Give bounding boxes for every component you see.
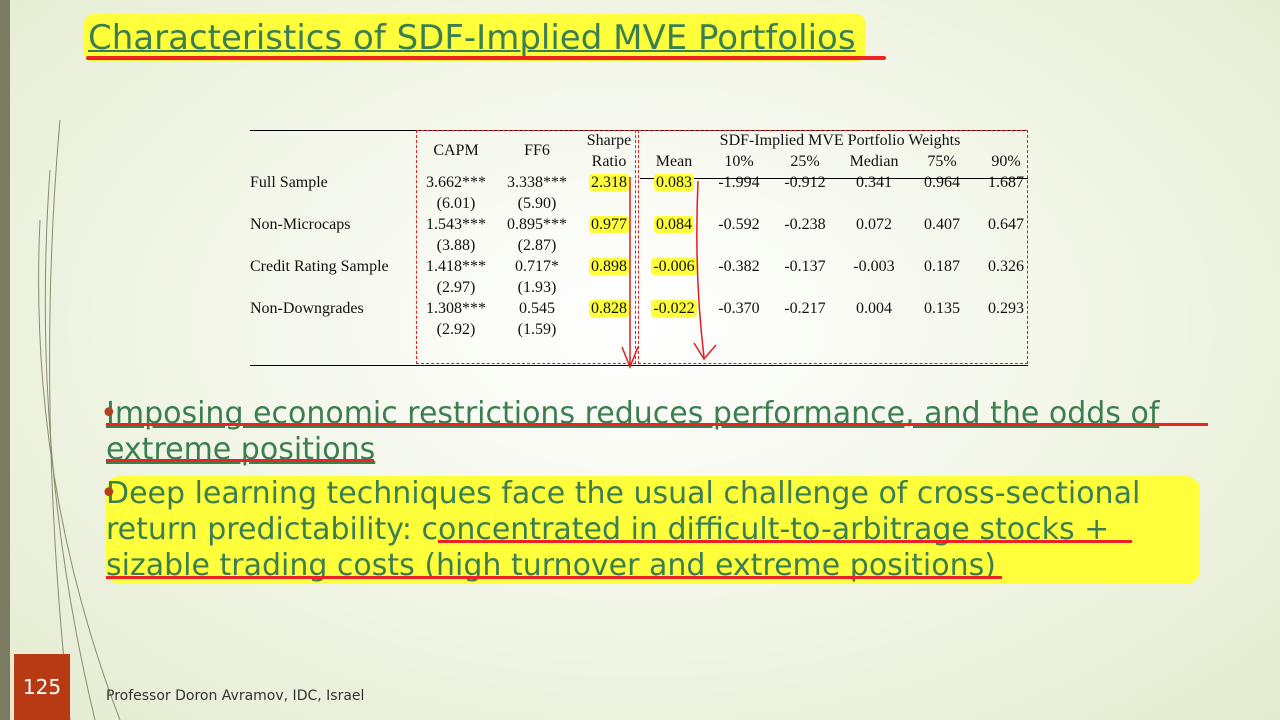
cell-capm-tstat: (2.97) <box>436 278 476 296</box>
cell-sharpe: 0.977 <box>589 215 629 233</box>
header-p90: 90% <box>991 152 1021 170</box>
dashed-box-pricing <box>416 130 636 364</box>
title-red-underline <box>86 56 886 60</box>
cell-capm: 1.543*** <box>426 215 486 233</box>
table-group-rule <box>640 178 1028 179</box>
cell-ff6-tstat: (2.87) <box>517 236 557 254</box>
cell-median: -0.003 <box>853 257 895 275</box>
table-header-row-1: CAPM FF6 Sharpe SDF-Implied MVE Portfoli… <box>250 130 1038 160</box>
bullet-1-red-underline-1 <box>106 423 1208 426</box>
table-row: Non-Downgrades 1.308*** 0.545 0.828 -0.0… <box>250 298 1038 319</box>
table-row-tstat: (2.92) (1.59) <box>250 319 1038 340</box>
row-label: Non-Downgrades <box>250 299 364 317</box>
table-row-tstat: (6.01) (5.90) <box>250 193 1038 214</box>
cell-capm: 1.308*** <box>426 299 486 317</box>
cell-sharpe: 0.898 <box>589 257 629 275</box>
cell-p10: -1.994 <box>718 173 760 191</box>
cell-p75: 0.187 <box>924 257 960 275</box>
cell-ff6-tstat: (1.59) <box>517 320 557 338</box>
cell-p25: -0.217 <box>784 299 826 317</box>
cell-p10: -0.382 <box>718 257 760 275</box>
bullet-dot: • <box>100 396 118 431</box>
cell-p75: 0.407 <box>924 215 960 233</box>
cell-sharpe: 2.318 <box>589 173 629 191</box>
header-p10: 10% <box>724 152 754 170</box>
table-header-row-2: Ratio Mean 10% 25% Median 75% 90% <box>250 151 1038 172</box>
cell-capm-tstat: (6.01) <box>436 194 476 212</box>
header-sharpe-line1: Sharpe <box>586 131 632 149</box>
page-number-badge: 125 <box>14 654 70 720</box>
cell-capm-tstat: (3.88) <box>436 236 476 254</box>
cell-sharpe: 0.828 <box>589 299 629 317</box>
header-ff6: FF6 <box>524 142 550 159</box>
decorative-lines <box>38 119 121 720</box>
cell-capm: 3.662*** <box>426 173 486 191</box>
cell-p90: 0.326 <box>988 257 1024 275</box>
cell-median: 0.004 <box>856 299 892 317</box>
table-bottom-rule <box>250 365 1028 366</box>
bullet-dot: • <box>100 476 118 511</box>
header-group: SDF-Implied MVE Portfolio Weights <box>719 131 961 149</box>
bullet-1-content: Imposing economic restrictions reduces p… <box>106 396 1160 467</box>
cell-mean: 0.084 <box>654 215 694 233</box>
header-sharpe-line2: Ratio <box>591 152 627 170</box>
cell-p25: -0.137 <box>784 257 826 275</box>
bullet-2-red-underline-2 <box>106 576 1002 579</box>
table-row: Credit Rating Sample 1.418*** 0.717* 0.8… <box>250 256 1038 277</box>
bullet-1-text: Imposing economic restrictions reduces p… <box>106 396 1210 468</box>
table-row-tstat: (3.88) (2.87) <box>250 235 1038 256</box>
bullet-2-text: Deep learning techniques face the usual … <box>106 476 1200 584</box>
cell-capm: 1.418*** <box>426 257 486 275</box>
cell-mean: -0.006 <box>651 257 697 275</box>
left-accent-bar <box>0 0 10 720</box>
bullet-2-red-underline-1 <box>438 540 1132 543</box>
header-p75: 75% <box>927 152 957 170</box>
bullet-2: • Deep learning techniques face the usua… <box>100 476 1200 584</box>
sdf-portfolio-table: CAPM FF6 Sharpe SDF-Implied MVE Portfoli… <box>250 130 1038 340</box>
cell-mean: -0.022 <box>651 299 697 317</box>
header-median: Median <box>849 152 899 170</box>
row-label: Credit Rating Sample <box>250 257 389 275</box>
cell-p75: 0.135 <box>924 299 960 317</box>
cell-ff6: 0.895*** <box>507 215 567 233</box>
cell-mean: 0.083 <box>654 173 694 191</box>
cell-p10: -0.370 <box>718 299 760 317</box>
cell-p25: -0.912 <box>784 173 826 191</box>
cell-p90: 0.293 <box>988 299 1024 317</box>
handwritten-arrows <box>621 177 717 370</box>
header-p25: 25% <box>790 152 820 170</box>
cell-ff6: 3.338*** <box>507 173 567 191</box>
cell-p90: 1.687 <box>988 173 1024 191</box>
cell-capm-tstat: (2.92) <box>436 320 476 338</box>
dashed-box-weights <box>638 130 1028 364</box>
header-capm: CAPM <box>433 142 479 159</box>
slide-title: Characteristics of SDF-Implied MVE Portf… <box>84 14 866 62</box>
bullet-1-red-underline-2 <box>106 459 374 462</box>
cell-median: 0.072 <box>856 215 892 233</box>
table-row-tstat: (2.97) (1.93) <box>250 277 1038 298</box>
row-label: Full Sample <box>250 173 328 191</box>
cell-ff6: 0.717* <box>515 257 559 275</box>
header-mean: Mean <box>655 152 693 170</box>
bullet-1: • Imposing economic restrictions reduces… <box>100 396 1210 468</box>
cell-p90: 0.647 <box>988 215 1024 233</box>
row-label: Non-Microcaps <box>250 215 351 233</box>
cell-median: 0.341 <box>856 173 892 191</box>
table-row: Full Sample 3.662*** 3.338*** 2.318 0.08… <box>250 172 1038 193</box>
cell-ff6: 0.545 <box>519 299 555 317</box>
cell-ff6-tstat: (1.93) <box>517 278 557 296</box>
table-row: Non-Microcaps 1.543*** 0.895*** 0.977 0.… <box>250 214 1038 235</box>
cell-p75: 0.964 <box>924 173 960 191</box>
cell-p25: -0.238 <box>784 215 826 233</box>
footer-author: Professor Doron Avramov, IDC, Israel <box>106 688 365 704</box>
cell-p10: -0.592 <box>718 215 760 233</box>
cell-ff6-tstat: (5.90) <box>517 194 557 212</box>
